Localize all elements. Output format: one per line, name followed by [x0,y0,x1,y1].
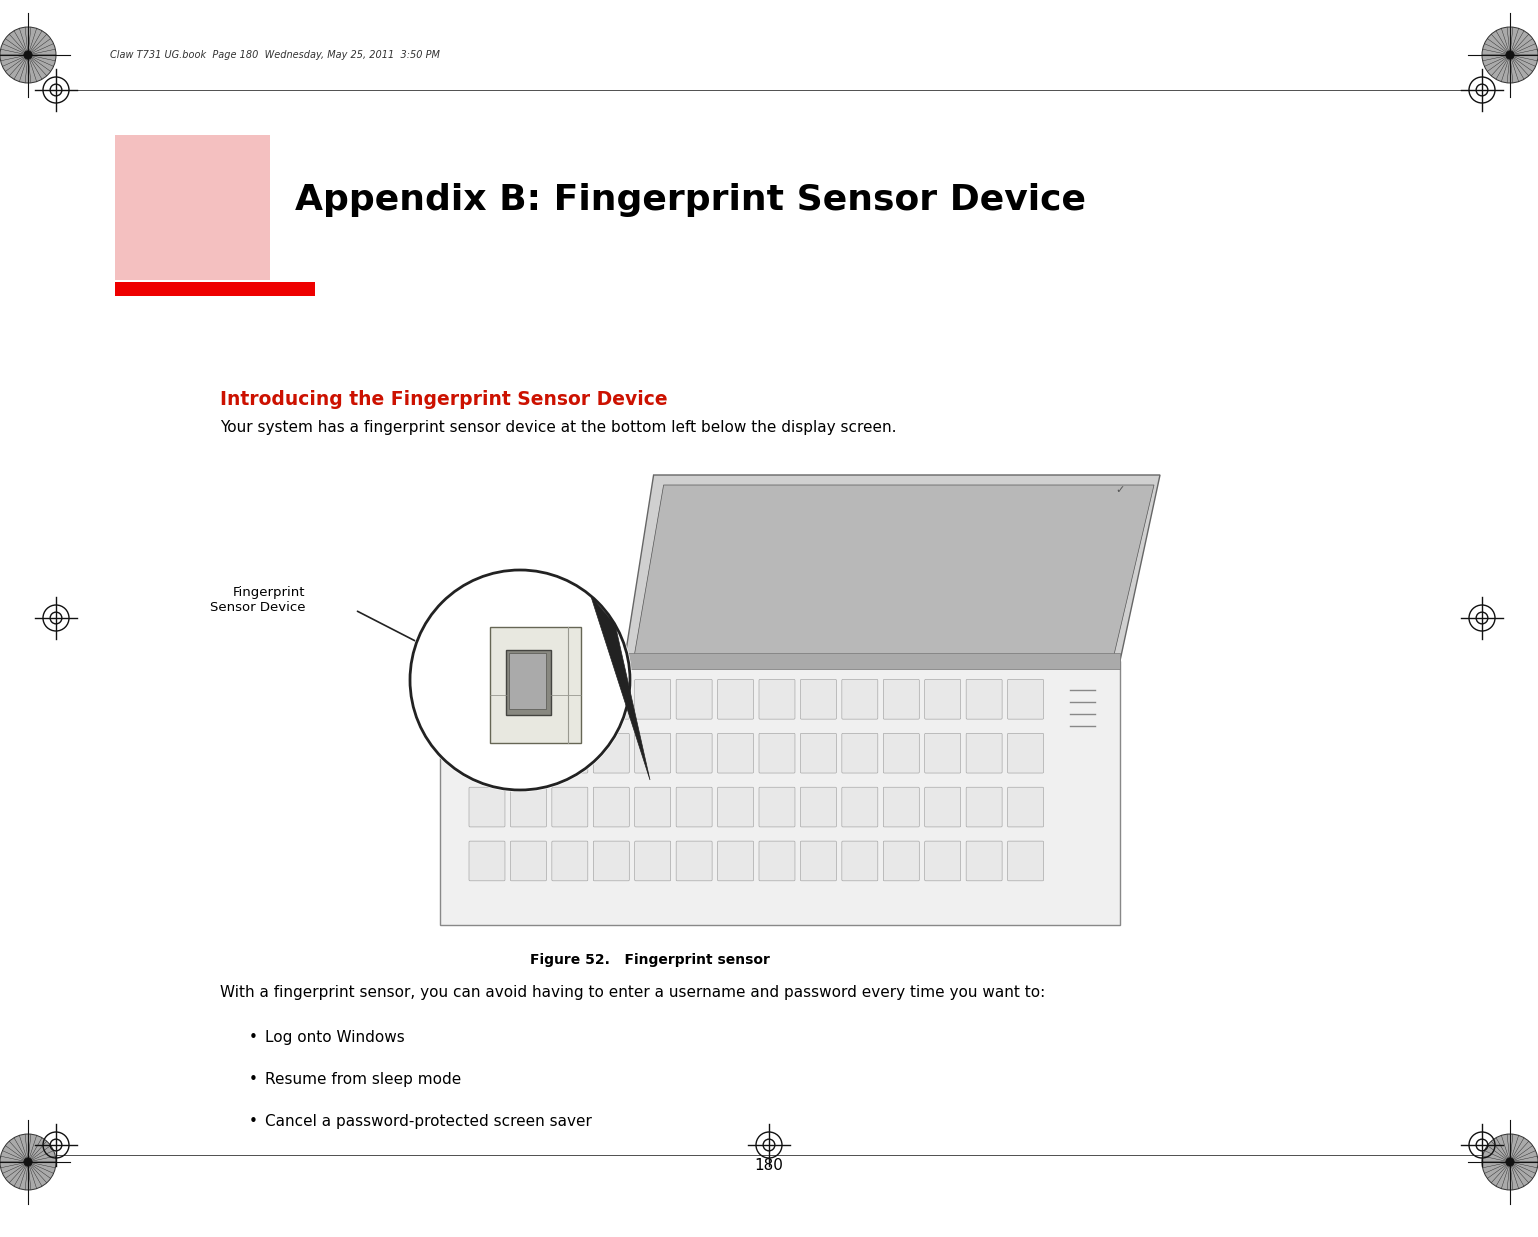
FancyBboxPatch shape [677,787,712,826]
FancyBboxPatch shape [800,841,837,881]
Circle shape [0,1134,55,1190]
FancyBboxPatch shape [924,679,961,719]
Polygon shape [591,596,651,781]
FancyBboxPatch shape [552,787,588,826]
Text: Appendix B: Fingerprint Sensor Device: Appendix B: Fingerprint Sensor Device [295,183,1086,216]
FancyBboxPatch shape [758,679,795,719]
Text: With a fingerprint sensor, you can avoid having to enter a username and password: With a fingerprint sensor, you can avoid… [220,985,1046,999]
Circle shape [1483,27,1538,83]
FancyBboxPatch shape [635,734,671,773]
FancyBboxPatch shape [594,679,629,719]
FancyBboxPatch shape [1007,841,1044,881]
FancyBboxPatch shape [924,787,961,826]
FancyBboxPatch shape [1007,679,1044,719]
FancyBboxPatch shape [677,841,712,881]
FancyBboxPatch shape [800,679,837,719]
FancyBboxPatch shape [758,841,795,881]
FancyBboxPatch shape [511,841,546,881]
FancyBboxPatch shape [552,679,588,719]
Text: Your system has a fingerprint sensor device at the bottom left below the display: Your system has a fingerprint sensor dev… [220,421,897,435]
FancyBboxPatch shape [115,282,315,296]
FancyBboxPatch shape [924,841,961,881]
Circle shape [1483,1134,1538,1190]
Text: Claw T731 UG.book  Page 180  Wednesday, May 25, 2011  3:50 PM: Claw T731 UG.book Page 180 Wednesday, Ma… [111,49,440,61]
Text: 180: 180 [755,1158,783,1173]
FancyBboxPatch shape [469,787,504,826]
FancyBboxPatch shape [552,841,588,881]
FancyBboxPatch shape [1007,734,1044,773]
FancyBboxPatch shape [115,135,271,280]
Circle shape [1506,1158,1515,1166]
FancyBboxPatch shape [800,734,837,773]
FancyBboxPatch shape [800,787,837,826]
FancyBboxPatch shape [594,787,629,826]
Circle shape [408,568,632,792]
FancyBboxPatch shape [677,734,712,773]
Polygon shape [634,485,1154,654]
FancyBboxPatch shape [883,734,920,773]
Circle shape [1506,51,1515,59]
FancyBboxPatch shape [506,649,551,715]
FancyBboxPatch shape [469,734,504,773]
FancyBboxPatch shape [883,679,920,719]
Text: •: • [249,1030,257,1045]
Text: •: • [249,1115,257,1129]
Text: Log onto Windows: Log onto Windows [265,1030,404,1045]
FancyBboxPatch shape [924,734,961,773]
FancyBboxPatch shape [718,841,754,881]
FancyBboxPatch shape [841,841,878,881]
Text: Cancel a password-protected screen saver: Cancel a password-protected screen saver [265,1115,592,1129]
FancyBboxPatch shape [883,787,920,826]
FancyBboxPatch shape [966,734,1003,773]
FancyBboxPatch shape [841,787,878,826]
FancyBboxPatch shape [469,841,504,881]
FancyBboxPatch shape [509,653,546,709]
FancyBboxPatch shape [718,734,754,773]
FancyBboxPatch shape [966,787,1003,826]
FancyBboxPatch shape [635,787,671,826]
Polygon shape [440,661,1120,925]
FancyBboxPatch shape [718,787,754,826]
Circle shape [23,51,32,59]
FancyBboxPatch shape [635,679,671,719]
FancyBboxPatch shape [469,679,504,719]
FancyBboxPatch shape [594,734,629,773]
FancyBboxPatch shape [511,787,546,826]
Text: •: • [249,1072,257,1087]
FancyBboxPatch shape [552,734,588,773]
FancyBboxPatch shape [966,841,1003,881]
Polygon shape [624,475,1160,661]
FancyBboxPatch shape [718,679,754,719]
FancyBboxPatch shape [758,734,795,773]
Text: ✓: ✓ [1115,485,1124,495]
FancyBboxPatch shape [489,627,580,743]
FancyBboxPatch shape [624,653,1120,669]
FancyBboxPatch shape [635,841,671,881]
FancyBboxPatch shape [594,841,629,881]
FancyBboxPatch shape [966,679,1003,719]
Text: Fingerprint
Sensor Device: Fingerprint Sensor Device [209,586,305,614]
FancyBboxPatch shape [511,734,546,773]
FancyBboxPatch shape [758,787,795,826]
FancyBboxPatch shape [841,679,878,719]
FancyBboxPatch shape [1007,787,1044,826]
Circle shape [23,1158,32,1166]
FancyBboxPatch shape [883,841,920,881]
Text: Introducing the Fingerprint Sensor Device: Introducing the Fingerprint Sensor Devic… [220,390,667,409]
FancyBboxPatch shape [511,679,546,719]
FancyBboxPatch shape [677,679,712,719]
Circle shape [0,27,55,83]
FancyBboxPatch shape [841,734,878,773]
Text: Figure 52.   Fingerprint sensor: Figure 52. Fingerprint sensor [531,952,771,967]
Text: Resume from sleep mode: Resume from sleep mode [265,1072,461,1087]
